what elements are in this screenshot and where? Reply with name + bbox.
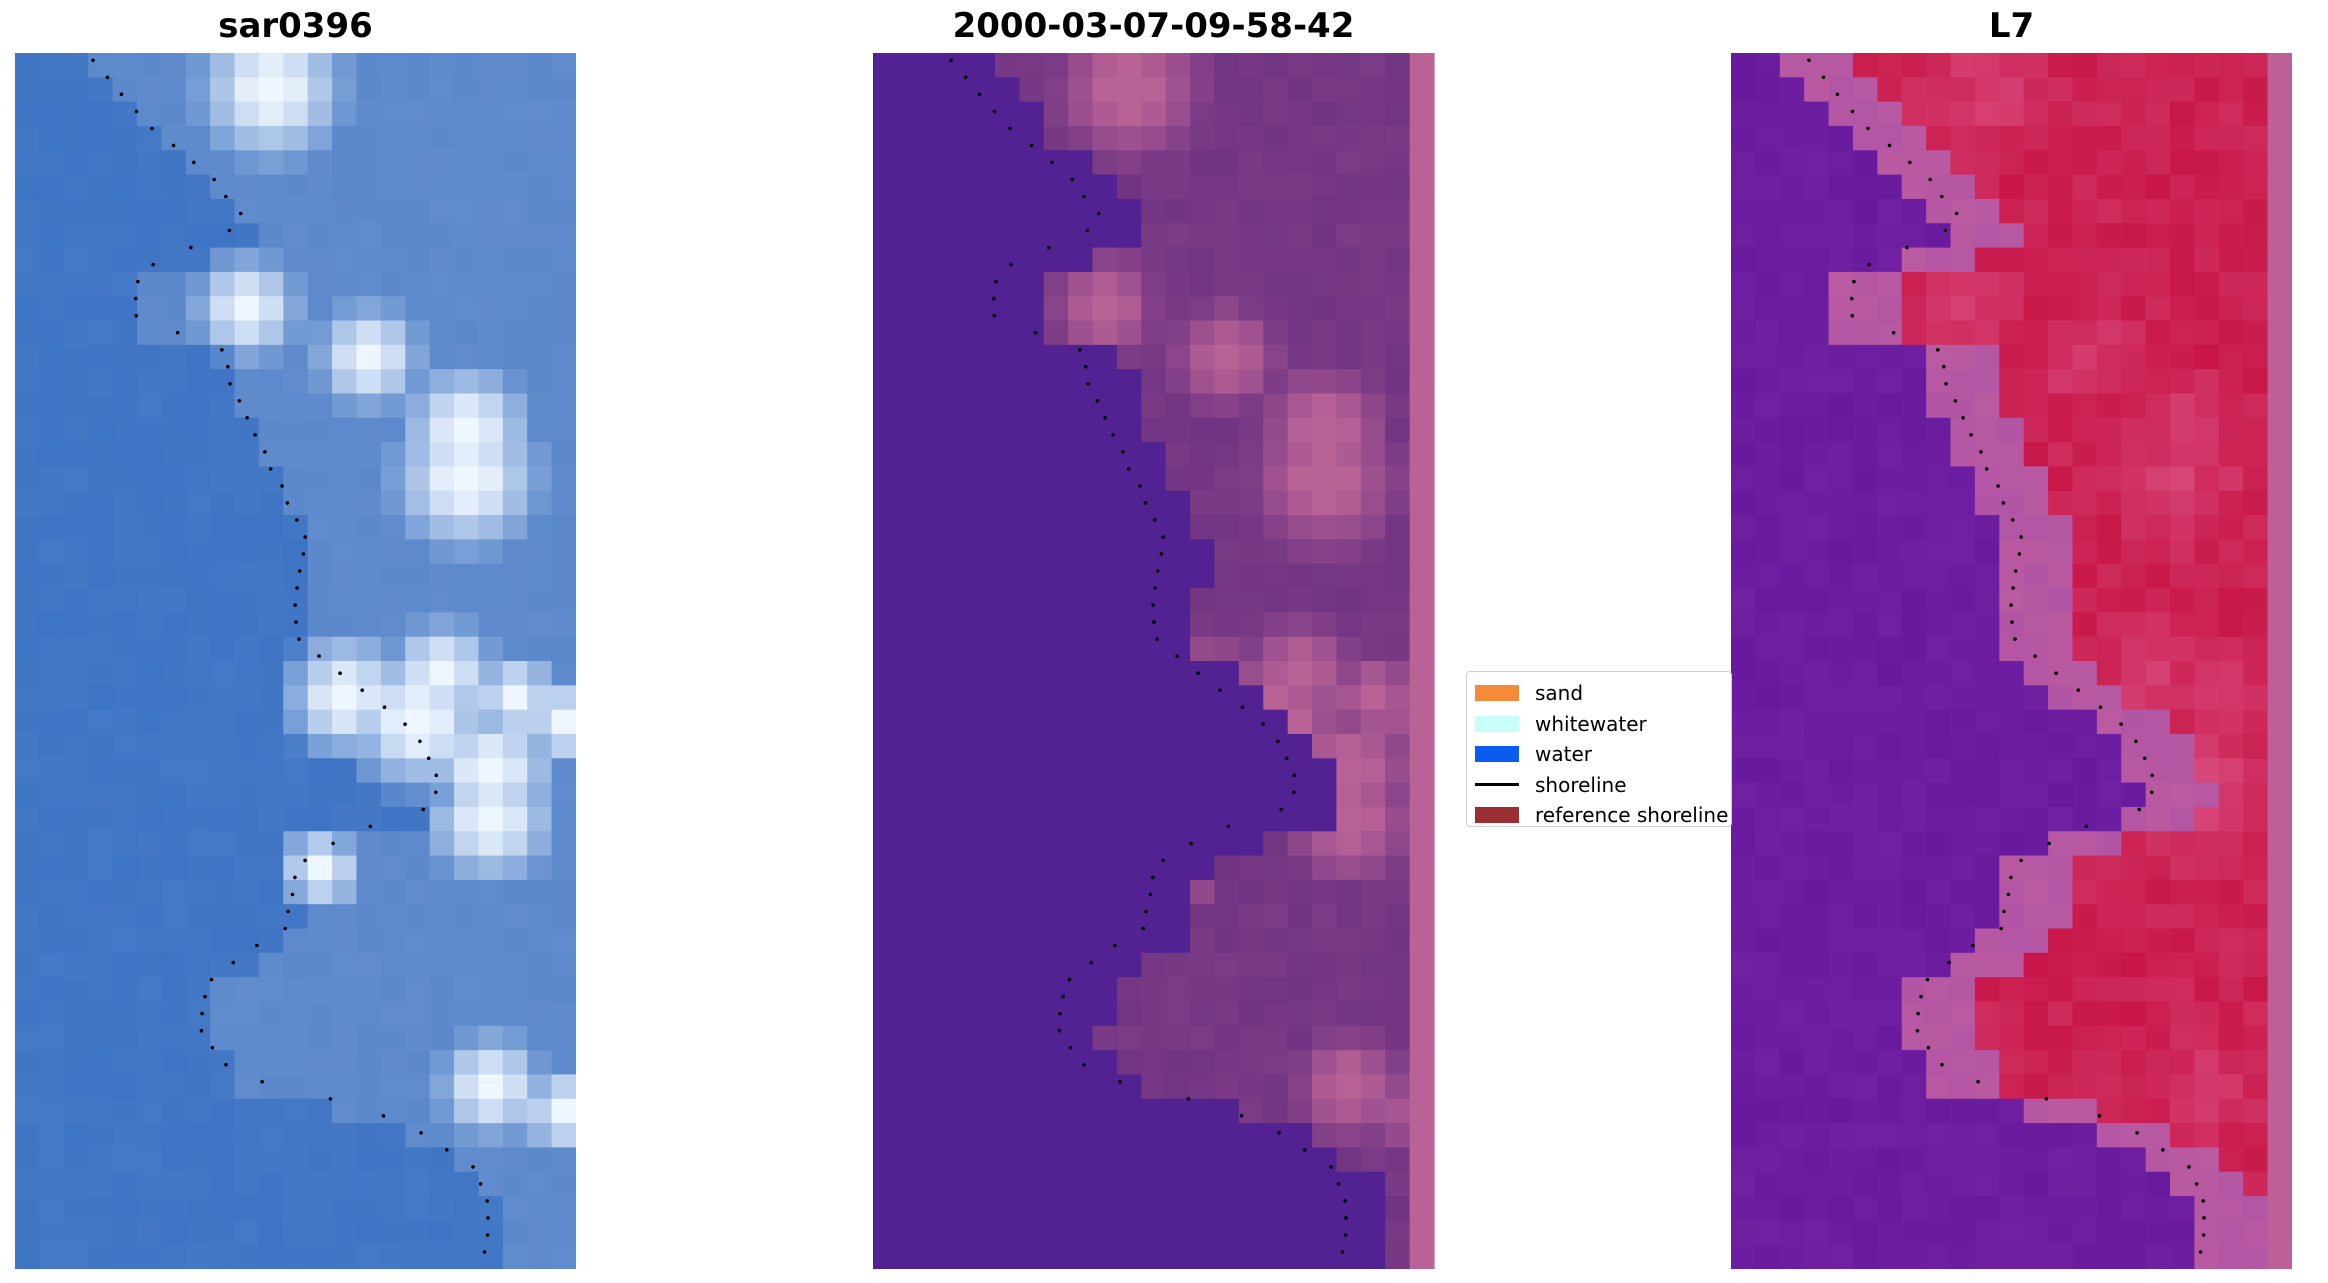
shoreline-dots: [949, 58, 1348, 1254]
panel-title-classification: 2000-03-07-09-58-42: [952, 6, 1355, 46]
legend-item-sand: sand: [1475, 678, 1731, 709]
sand-swatch: [1475, 685, 1519, 702]
legend-label: water: [1535, 742, 1592, 767]
shoreline-swatch: [1475, 783, 1519, 787]
legend-item-water: water: [1475, 739, 1731, 770]
legend-label: whitewater: [1535, 711, 1647, 736]
classified-image: [873, 53, 1458, 1269]
legend-label: reference shoreline: [1535, 803, 1729, 828]
panel-title-index: L7: [1988, 6, 2035, 46]
reference-shoreline-swatch: [1475, 807, 1519, 824]
legend-label: sand: [1535, 681, 1584, 706]
legend-label: shoreline: [1535, 772, 1627, 797]
water-swatch: [1475, 746, 1519, 763]
mndwi-index-image: [1731, 53, 2292, 1269]
shoreline-dots: [91, 58, 490, 1254]
legend-item-reference-shoreline: reference shoreline: [1475, 800, 1731, 831]
legend: sand whitewater water shoreline referenc…: [1466, 671, 1732, 827]
legend-item-shoreline: shoreline: [1475, 770, 1731, 801]
panel-title-rgb: sar0396: [218, 6, 373, 46]
shoreline-dots: [1807, 58, 2206, 1254]
rgb-satellite-image: [15, 53, 576, 1269]
whitewater-swatch: [1475, 715, 1519, 732]
legend-item-whitewater: whitewater: [1475, 709, 1731, 740]
